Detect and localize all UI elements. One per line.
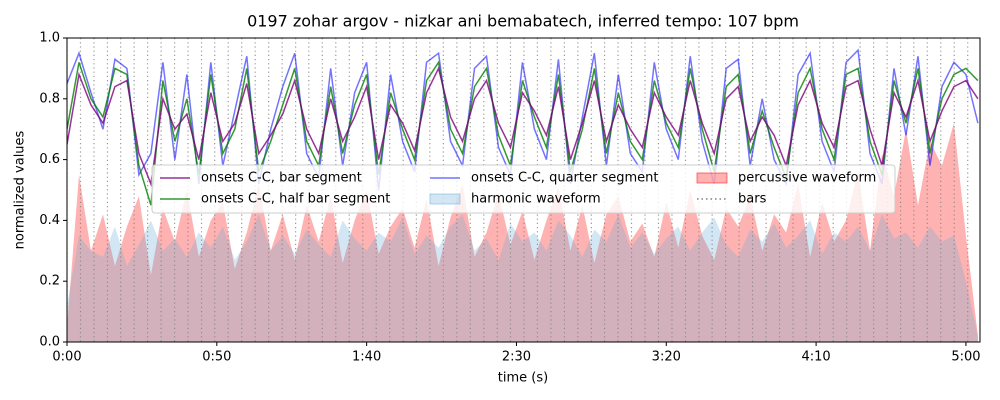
y-tick-label: 0.4 — [39, 213, 60, 228]
legend-handle — [429, 193, 461, 205]
x-tick-label: 1:40 — [352, 350, 381, 365]
series-area — [67, 214, 978, 342]
x-tick-label: 5:00 — [951, 350, 980, 365]
y-axis-label: normalized values — [13, 130, 28, 249]
legend-label: onsets C-C, quarter segment — [471, 171, 658, 186]
legend-box — [151, 164, 896, 214]
series-area — [67, 123, 978, 342]
legend-handle — [696, 172, 728, 184]
y-tick-label: 0.2 — [39, 274, 60, 289]
legend-label: onsets C-C, half bar segment — [201, 192, 390, 207]
x-tick-label: 3:20 — [652, 350, 681, 365]
legend-label: percussive waveform — [738, 171, 876, 186]
x-tick-label: 4:10 — [801, 350, 830, 365]
y-tick-label: 1.0 — [39, 31, 60, 46]
x-axis-label: time (s) — [498, 371, 548, 386]
plot-frame — [66, 37, 981, 343]
y-tick-label: 0.0 — [39, 335, 60, 350]
y-tick-label: 0.8 — [39, 91, 60, 106]
y-tick-label: 0.6 — [39, 152, 60, 167]
x-tick-label: 0:50 — [202, 350, 231, 365]
chart-title: 0197 zohar argov - nizkar ani bemabatech… — [247, 12, 799, 31]
x-tick-label: 0:00 — [52, 350, 81, 365]
x-tick-label: 2:30 — [502, 350, 531, 365]
legend-label: harmonic waveform — [471, 192, 601, 207]
series-line — [67, 66, 979, 187]
legend-label: onsets C-C, bar segment — [201, 171, 362, 186]
legend-label: bars — [738, 192, 767, 207]
